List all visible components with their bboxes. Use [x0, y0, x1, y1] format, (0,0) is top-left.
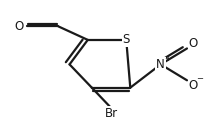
- Text: O: O: [14, 20, 24, 33]
- Text: N: N: [156, 58, 165, 71]
- Text: Br: Br: [104, 107, 118, 120]
- Text: O: O: [189, 79, 198, 92]
- Text: S: S: [123, 33, 130, 46]
- Text: +: +: [164, 54, 171, 63]
- Text: −: −: [196, 75, 203, 84]
- Text: O: O: [189, 37, 198, 50]
